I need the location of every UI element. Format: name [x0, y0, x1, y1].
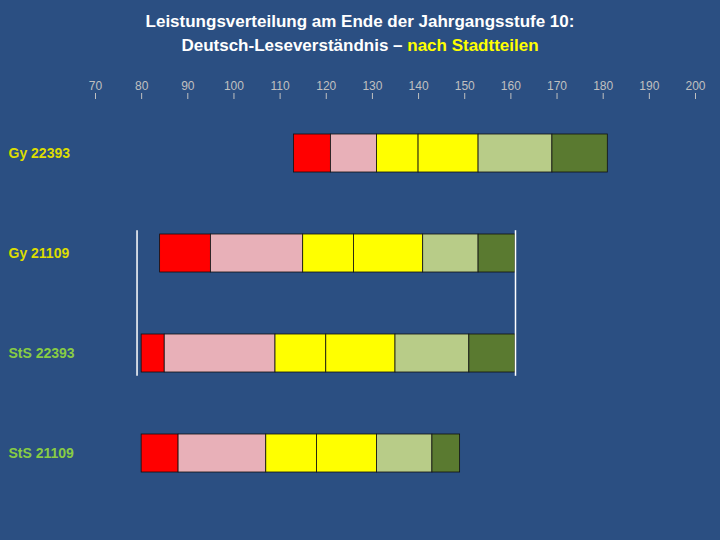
- svg-text:160: 160: [501, 79, 521, 93]
- svg-text:110: 110: [271, 79, 290, 93]
- svg-text:140: 140: [409, 79, 429, 93]
- svg-text:180: 180: [593, 79, 613, 93]
- svg-text:70: 70: [89, 79, 103, 93]
- svg-text:170: 170: [547, 79, 567, 93]
- svg-text:190: 190: [639, 79, 659, 93]
- svg-text:80: 80: [135, 79, 149, 93]
- svg-text:120: 120: [316, 79, 336, 93]
- svg-text:90: 90: [181, 79, 195, 93]
- svg-text:Gy 22393: Gy 22393: [9, 145, 71, 161]
- html-text:Leistungsverteilung am Ende de: Leistungsverteilung am Ende der Jahrgang…: [145, 12, 575, 31]
- svg-text:130: 130: [362, 79, 382, 93]
- svg-text:200: 200: [685, 79, 705, 93]
- html-text:Deutsch-Leseverständnis – nach: Deutsch-Leseverständnis – nach Stadtteil…: [181, 36, 539, 55]
- svg-text:150: 150: [455, 79, 475, 93]
- svg-text:Gy 21109: Gy 21109: [9, 245, 70, 261]
- svg-text:StS 21109: StS 21109: [9, 445, 75, 461]
- svg-text:StS 22393: StS 22393: [9, 345, 75, 361]
- svg-text:100: 100: [224, 79, 244, 93]
